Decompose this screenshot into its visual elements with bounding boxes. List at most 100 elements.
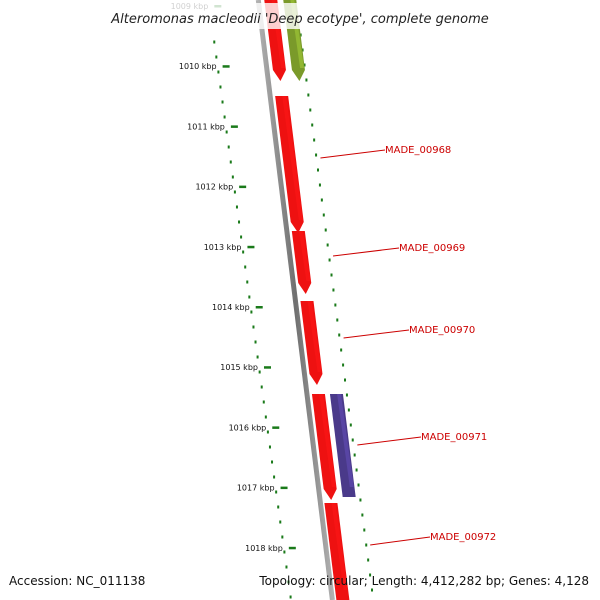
- ruler-tick: [230, 125, 238, 128]
- outer-dot: [307, 93, 310, 97]
- outer-dot: [345, 393, 348, 397]
- outer-dot: [309, 108, 312, 112]
- outer-dot: [357, 483, 360, 487]
- ruler-dot: [231, 175, 234, 179]
- gene-highlight: [282, 96, 303, 220]
- outer-dot: [342, 363, 345, 367]
- map-title: Alteromonas macleodii 'Deep ecotype', co…: [110, 12, 488, 27]
- backbone-line: [255, 0, 335, 600]
- ruler-dot: [260, 385, 263, 389]
- outer-dot: [355, 468, 358, 472]
- gene-label-leader: [332, 247, 400, 257]
- ruler-dot: [289, 595, 292, 599]
- ruler-tick-label: 1013 kbp: [204, 243, 242, 252]
- outer-dot: [349, 423, 352, 427]
- ruler-dot: [242, 250, 245, 254]
- topology-text: Topology: circular; Length: 4,412,282 bp…: [259, 574, 589, 588]
- ruler-dot: [283, 550, 286, 554]
- ruler-dot: [279, 520, 282, 524]
- gene-label: MADE_00969: [399, 243, 465, 254]
- ruler-dots: [213, 33, 374, 599]
- outer-dot: [301, 48, 304, 52]
- ruler-dot: [273, 475, 276, 479]
- ruler-tick: [255, 306, 263, 309]
- ruler-dot: [285, 565, 288, 569]
- ruler-dot: [229, 160, 232, 164]
- ruler-dot: [256, 355, 259, 359]
- ruler-dot: [219, 85, 222, 89]
- gene-highlight: [331, 503, 348, 590]
- gene-highlight: [298, 231, 311, 281]
- outer-dot: [361, 513, 364, 517]
- outer-dot: [317, 168, 320, 172]
- outer-dot: [326, 243, 329, 247]
- ruler-dot: [217, 70, 220, 74]
- ruler-dot: [246, 280, 249, 284]
- ruler-dot: [287, 580, 290, 584]
- ruler-dot: [268, 445, 271, 449]
- ruler-tick: [272, 426, 280, 429]
- outer-dot: [320, 198, 323, 202]
- ruler-dot: [262, 400, 265, 404]
- ruler-tick: [222, 65, 230, 68]
- ruler-dot: [264, 415, 267, 419]
- outer-dot: [311, 123, 314, 127]
- ruler-tick-label: 1016 kbp: [229, 423, 267, 432]
- ruler-tick-label: 1010 kbp: [179, 62, 217, 71]
- ruler-dot: [275, 490, 278, 494]
- outer-dot: [336, 318, 339, 322]
- ruler-dot: [244, 265, 247, 269]
- ruler-tick: [263, 366, 271, 369]
- ruler-tick-label: 1011 kbp: [187, 122, 225, 131]
- outer-dot: [322, 213, 325, 217]
- outer-dot: [338, 333, 341, 337]
- ruler-dot: [221, 100, 224, 104]
- gene-highlight: [319, 394, 336, 487]
- outer-dot: [359, 498, 362, 502]
- outer-dot: [334, 303, 337, 307]
- ruler-dot: [223, 115, 226, 119]
- outer-dot: [347, 408, 350, 412]
- gene-label: MADE_00968: [385, 145, 451, 156]
- ruler-dot: [215, 55, 218, 59]
- ruler-tick: [280, 486, 288, 490]
- outer-dot: [332, 288, 335, 292]
- outer-dot: [305, 78, 308, 82]
- outer-dot: [351, 438, 354, 442]
- gene-label-leader: [343, 329, 410, 339]
- genome-backbone: [255, 0, 335, 600]
- outer-dot: [340, 348, 343, 352]
- outer-dot: [330, 273, 333, 277]
- ruler-dot: [227, 145, 230, 149]
- ruler-tick-label: 1014 kbp: [212, 303, 250, 312]
- outer-dot: [318, 183, 321, 187]
- outer-dot: [315, 153, 318, 157]
- ruler-dot: [254, 340, 257, 344]
- gene-label: MADE_00970: [409, 325, 475, 336]
- ruler-dot: [248, 295, 251, 299]
- ruler-tick-label: 1017 kbp: [237, 484, 275, 493]
- outer-dot: [365, 543, 368, 547]
- outer-dot: [324, 228, 327, 232]
- ruler-dot: [233, 190, 236, 194]
- ruler-dot: [252, 325, 255, 329]
- ruler-dot: [271, 460, 274, 464]
- ruler-dot: [281, 535, 284, 539]
- gene-label: MADE_00971: [421, 432, 487, 443]
- outer-dot: [363, 528, 366, 532]
- outer-dot: [353, 453, 356, 457]
- outer-dot: [299, 33, 302, 37]
- ruler-dot: [240, 235, 243, 239]
- outer-dot: [328, 258, 331, 262]
- gene-track: [264, 0, 356, 600]
- ruler-dot: [235, 205, 238, 209]
- ruler-tick: [239, 185, 247, 189]
- ruler-tick-label: 1018 kbp: [245, 544, 283, 553]
- ruler-tick-label: 1015 kbp: [220, 363, 258, 372]
- outer-dot: [369, 573, 372, 577]
- outer-dot: [371, 588, 374, 592]
- ruler-dot: [238, 220, 241, 224]
- gene-label-leader: [370, 536, 431, 546]
